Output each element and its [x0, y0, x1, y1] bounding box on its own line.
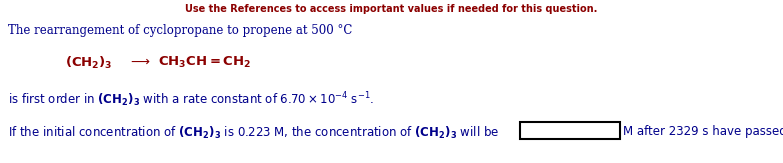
Text: Use the References to access important values if needed for this question.: Use the References to access important v… — [186, 4, 597, 14]
FancyBboxPatch shape — [520, 122, 620, 139]
Text: If the initial concentration of $\mathbf{(CH_2)_3}$ is 0.223 M, the concentratio: If the initial concentration of $\mathbf… — [8, 125, 500, 141]
Text: The rearrangement of cyclopropane to propene at 500 °C: The rearrangement of cyclopropane to pro… — [8, 24, 352, 37]
Text: $\mathbf{(CH_2)_3}$: $\mathbf{(CH_2)_3}$ — [65, 55, 113, 71]
Text: $\longrightarrow$: $\longrightarrow$ — [128, 55, 151, 68]
Text: is first order in $\mathbf{(CH_2)_3}$ with a rate constant of $6.70\times10^{-4}: is first order in $\mathbf{(CH_2)_3}$ wi… — [8, 90, 374, 109]
Text: M after 2329 s have passed.: M after 2329 s have passed. — [623, 125, 783, 138]
Text: $\mathbf{CH_3CH{=}CH_2}$: $\mathbf{CH_3CH{=}CH_2}$ — [158, 55, 251, 70]
